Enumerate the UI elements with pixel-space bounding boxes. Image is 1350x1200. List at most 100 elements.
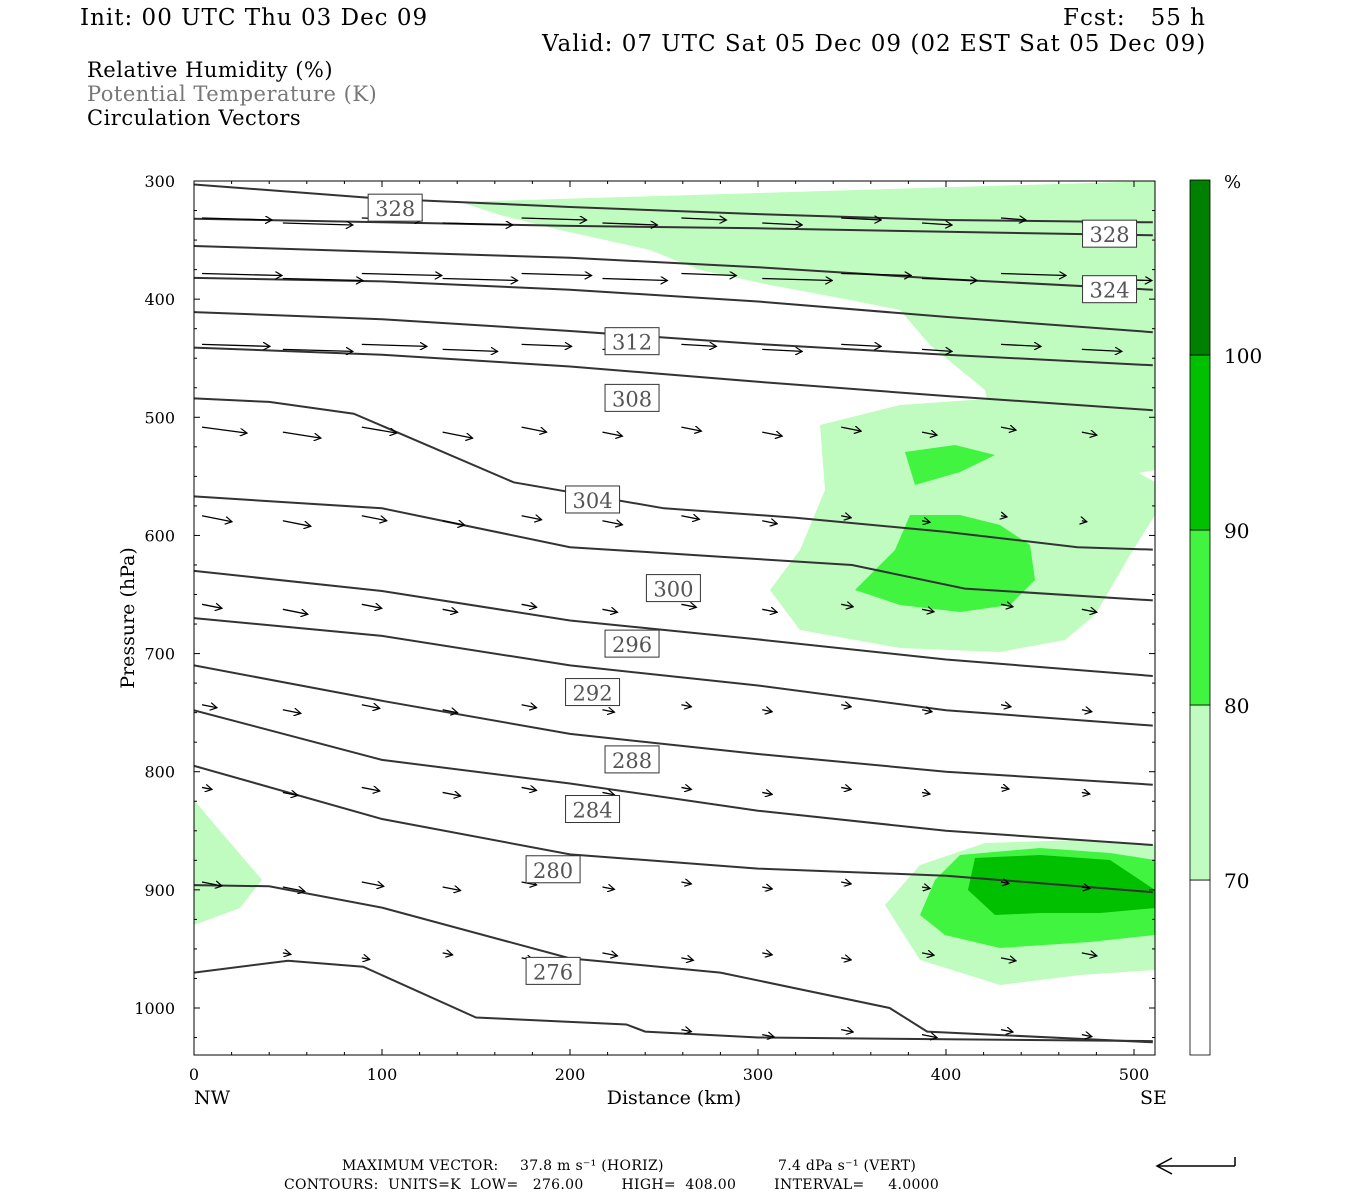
circulation-vector bbox=[921, 609, 934, 611]
svg-text:304: 304 bbox=[573, 489, 613, 513]
contour-label-312: 312 bbox=[604, 327, 660, 356]
max-vector-horiz: 37.8 m s⁻¹ (HORIZ) bbox=[520, 1158, 664, 1174]
circulation-vector bbox=[681, 604, 696, 607]
circulation-vector bbox=[361, 787, 380, 791]
circulation-vector bbox=[921, 953, 934, 955]
y-tick-label: 300 bbox=[144, 172, 175, 191]
svg-text:324: 324 bbox=[1090, 279, 1130, 303]
circulation-vector bbox=[921, 521, 930, 523]
circulation-vector bbox=[681, 274, 736, 276]
circulation-vector bbox=[442, 521, 465, 525]
circulation-vector bbox=[681, 516, 699, 520]
circulation-vector bbox=[762, 1035, 774, 1037]
circulation-vector bbox=[921, 710, 932, 712]
circulation-vector bbox=[602, 710, 614, 712]
colorbar: 70 80 90 100 bbox=[1189, 179, 1262, 1056]
isentrope-284-12 bbox=[194, 764, 1153, 894]
circulation-vector bbox=[1001, 516, 1007, 517]
circulation-vector bbox=[361, 958, 370, 960]
isentrope-308-6 bbox=[194, 397, 1153, 551]
circulation-vector bbox=[922, 279, 977, 281]
y-tick-label: 700 bbox=[144, 645, 175, 664]
circulation-vector bbox=[762, 609, 777, 612]
circulation-vector bbox=[762, 792, 772, 794]
circulation-vector bbox=[681, 958, 693, 960]
circulation-vector bbox=[442, 349, 498, 351]
circulation-vector bbox=[521, 705, 537, 708]
circulation-vector bbox=[602, 432, 622, 436]
colorbar-segment bbox=[1189, 354, 1211, 531]
isentrope-292-10 bbox=[194, 664, 1153, 786]
circulation-vector bbox=[442, 792, 461, 796]
circulation-vector bbox=[201, 604, 222, 608]
init-time: Init: 00 UTC Thu 03 Dec 09 bbox=[80, 5, 429, 31]
circulation-vector bbox=[521, 426, 547, 432]
valid-time: Valid: 07 UTC Sat 05 Dec 09 (02 EST Sat … bbox=[542, 31, 1207, 57]
circulation-vector bbox=[201, 218, 272, 220]
isentrope-296-9 bbox=[194, 617, 1153, 727]
circulation-vector bbox=[921, 887, 930, 889]
svg-text:308: 308 bbox=[612, 387, 652, 411]
circulation-vector bbox=[361, 274, 442, 276]
colorbar-segment bbox=[1189, 879, 1211, 1056]
rh-shading bbox=[194, 181, 1155, 985]
reference-vector-arrow bbox=[1155, 1157, 1236, 1175]
y-axis-label: Pressure (hPa) bbox=[117, 547, 139, 689]
colorbar-level-label: 80 bbox=[1224, 694, 1249, 718]
circulation-vector bbox=[1081, 432, 1097, 435]
circulation-vector bbox=[1000, 427, 1016, 430]
circulation-vector bbox=[521, 218, 587, 220]
circulation-vector bbox=[1000, 787, 1009, 789]
circulation-vector bbox=[602, 953, 617, 956]
svg-text:328: 328 bbox=[1090, 223, 1130, 247]
contour-label-308: 308 bbox=[604, 383, 660, 412]
isentrope-300-8 bbox=[194, 569, 1153, 677]
circulation-vector bbox=[841, 274, 911, 276]
field-theta-label: Potential Temperature (K) bbox=[87, 82, 378, 106]
circulation-vector bbox=[201, 882, 222, 886]
svg-text:312: 312 bbox=[612, 331, 652, 355]
colorbar-unit: % bbox=[1224, 172, 1241, 193]
circulation-vector bbox=[442, 431, 473, 438]
y-tick-label: 1000 bbox=[134, 999, 175, 1018]
circulation-vector bbox=[361, 705, 380, 709]
circulation-vector bbox=[681, 218, 726, 220]
circulation-vector bbox=[1000, 705, 1011, 707]
circulation-vector bbox=[762, 521, 777, 524]
y-tick-label: 400 bbox=[144, 290, 175, 309]
circulation-vector bbox=[282, 608, 308, 614]
circulation-vector bbox=[921, 1035, 937, 1038]
circulation-vector bbox=[201, 787, 212, 789]
forecast-hour: Fcst: 55 h bbox=[1063, 5, 1206, 31]
y-axis: 300 400 500 600 700 800 900 1000 bbox=[134, 172, 1155, 1039]
circulation-vector bbox=[1000, 1030, 1013, 1032]
circulation-vector bbox=[762, 432, 782, 436]
circulation-vector bbox=[1000, 218, 1026, 220]
circulation-vector bbox=[1000, 344, 1041, 346]
contour-labels: 328 328 324 312 308 304 300 296 292 288 284 280 276 bbox=[367, 193, 1138, 985]
circulation-vector bbox=[841, 427, 861, 431]
circulation-vector bbox=[841, 604, 853, 606]
contour-label-328: 328 bbox=[367, 193, 423, 222]
y-tick-label: 900 bbox=[144, 881, 175, 900]
x-axis-label: Distance (km) bbox=[607, 1087, 742, 1109]
y-tick-label: 500 bbox=[144, 408, 175, 427]
colorbar-segment bbox=[1189, 179, 1211, 356]
circulation-vector bbox=[442, 609, 458, 612]
circulation-vector bbox=[282, 431, 321, 438]
circulation-vector bbox=[762, 279, 832, 281]
circulation-vector bbox=[1081, 953, 1097, 956]
plot-frame bbox=[193, 180, 1156, 1056]
circulation-vector bbox=[442, 953, 453, 955]
colorbar-level-label: 70 bbox=[1224, 869, 1249, 893]
circulation-vector bbox=[442, 223, 513, 225]
contour-label-276: 276 bbox=[525, 956, 581, 985]
max-vector-vert: 7.4 dPa s⁻¹ (VERT) bbox=[778, 1158, 917, 1174]
svg-text:300: 300 bbox=[653, 578, 693, 602]
contours-info: CONTOURS: UNITS=K LOW= 276.00 HIGH= 408.… bbox=[284, 1177, 940, 1193]
circulation-vector bbox=[681, 344, 716, 346]
svg-text:284: 284 bbox=[573, 799, 613, 823]
isentrope-328-0 bbox=[194, 183, 1153, 224]
contour-label-288: 288 bbox=[604, 745, 660, 774]
